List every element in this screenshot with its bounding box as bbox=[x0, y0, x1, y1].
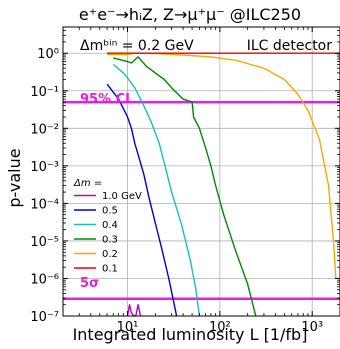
x-tick-label: 10³ bbox=[301, 320, 323, 335]
series-line bbox=[126, 304, 142, 317]
legend-label: 0.3 bbox=[102, 235, 118, 246]
detector-annotation: ILC detector bbox=[247, 38, 333, 54]
y-tick-label: 10⁻⁷ bbox=[30, 310, 59, 325]
series-lines bbox=[106, 52, 340, 317]
legend-label: 0.4 bbox=[102, 220, 118, 231]
y-tick-label: 10⁻¹ bbox=[30, 85, 59, 100]
legend: Δm = 1.0 GeV 0.5 0.4 0.3 0.2 0.1 bbox=[73, 178, 142, 275]
y-tick-label: 10⁻⁵ bbox=[30, 235, 59, 250]
series-line bbox=[106, 83, 178, 317]
bin-width-annotation: Δmᵇⁱⁿ = 0.2 GeV bbox=[80, 38, 194, 54]
y-tick-label: 10⁻³ bbox=[30, 160, 59, 175]
reference-lines bbox=[63, 100, 340, 301]
legend-label: 1.0 GeV bbox=[102, 191, 142, 202]
chart-title: e⁺e⁻→hᵢZ, Z→μ⁺μ⁻ @ILC250 bbox=[79, 5, 301, 24]
x-tick-label: 10¹ bbox=[117, 320, 139, 335]
x-tick-label: 10² bbox=[209, 320, 231, 335]
cl95-label: 95% CL bbox=[80, 92, 133, 107]
x-axis-title: Integrated luminosity L [1/fb] bbox=[73, 325, 308, 344]
five-sigma-label: 5σ bbox=[80, 276, 99, 291]
legend-label: 0.5 bbox=[102, 206, 118, 217]
legend-label: 0.2 bbox=[102, 249, 118, 260]
series-line bbox=[113, 56, 257, 317]
legend-label: 0.1 bbox=[102, 264, 118, 275]
y-tick-label: 10⁻⁴ bbox=[30, 197, 59, 212]
y-tick-label: 10⁻² bbox=[30, 122, 59, 137]
axis-ticks: 10¹ 10² 10³ 10⁻⁷ 10⁻⁶ 10⁻⁵ 10⁻⁴ 10⁻³ 10⁻² 10⁻¹ 10⁰ bbox=[30, 27, 340, 335]
y-tick-label: 10⁻⁶ bbox=[30, 272, 59, 287]
series-line bbox=[112, 63, 201, 317]
legend-title: Δm = bbox=[73, 178, 102, 189]
y-tick-label: 10⁰ bbox=[37, 47, 59, 62]
y-axis-title: p-value bbox=[5, 148, 24, 207]
